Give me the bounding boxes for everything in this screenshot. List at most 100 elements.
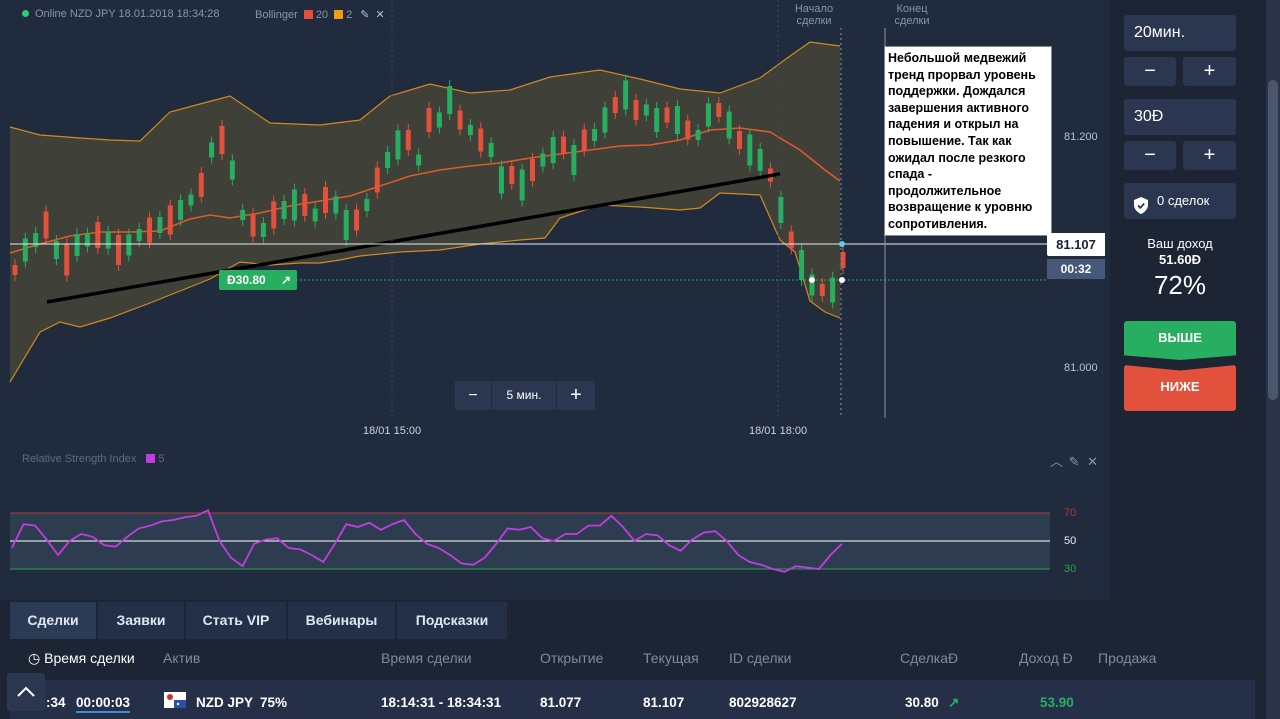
- candle-body: [778, 197, 784, 223]
- candle-body: [488, 143, 494, 157]
- candle-body: [53, 241, 59, 259]
- candle-body: [12, 265, 18, 275]
- time-plus-button[interactable]: +: [1183, 57, 1236, 86]
- trend-line: [46, 172, 781, 304]
- current-point: [839, 241, 845, 247]
- deal-point: [809, 277, 815, 283]
- close-icon[interactable]: ✕: [1087, 454, 1099, 469]
- scrollbar[interactable]: [1266, 0, 1280, 719]
- row-asset-percent: 75%: [260, 695, 288, 710]
- income-value: 51.60Ɖ: [1159, 252, 1201, 267]
- candle-body: [623, 80, 629, 110]
- candle-body: [364, 199, 370, 211]
- candle-body: [530, 159, 535, 181]
- candle-body: [467, 125, 473, 135]
- chevron-up-icon: [17, 685, 35, 703]
- candle-body: [674, 106, 680, 134]
- row-timer: 00:00:03: [76, 695, 131, 713]
- chart-header: Online NZD JPY 18.01.2018 18:34:28: [22, 8, 219, 20]
- candle-body: [726, 111, 732, 139]
- edit-icon[interactable]: ✎: [360, 9, 370, 21]
- zoom-in-button[interactable]: +: [557, 381, 595, 410]
- amount-input[interactable]: 30Ɖ: [1124, 99, 1236, 135]
- tab-deals[interactable]: Сделки: [10, 602, 96, 639]
- candle-body: [561, 136, 567, 154]
- candle-body: [830, 277, 836, 303]
- time-minus-button[interactable]: −: [1124, 57, 1176, 86]
- indicator-header[interactable]: Bollinger 20 2 ✎ ✕: [255, 8, 385, 21]
- tab-orders[interactable]: Заявки: [98, 602, 184, 639]
- timer-tag: 00:32: [1047, 259, 1105, 279]
- bollinger-upper: [9, 41, 841, 142]
- deals-count-button[interactable]: 0 сделок: [1124, 183, 1236, 219]
- col-current[interactable]: Текущая: [643, 650, 699, 666]
- candle-body: [654, 108, 660, 132]
- shield-icon: [1134, 192, 1148, 228]
- tab-hints[interactable]: Подсказки: [397, 602, 507, 639]
- rsi-panel[interactable]: Relative Strength Index 5 ︿ ✎ ✕ 70 50 30: [0, 447, 1110, 597]
- candle-body: [260, 223, 266, 237]
- live-dot: [22, 10, 29, 17]
- col-period[interactable]: Время сделки: [381, 650, 472, 666]
- chart-canvas[interactable]: [0, 0, 1110, 445]
- zoom-out-button[interactable]: −: [455, 381, 491, 410]
- col-income[interactable]: Доход Ɖ: [1019, 650, 1073, 666]
- time-input[interactable]: 20мин.: [1124, 15, 1236, 51]
- candle-body: [416, 154, 422, 166]
- row-open: 81.077: [540, 695, 582, 710]
- tab-webinars[interactable]: Вебинары: [288, 602, 395, 639]
- col-asset[interactable]: Актив: [163, 650, 201, 666]
- scrollbar-thumb[interactable]: [1268, 80, 1278, 400]
- candle-body: [209, 142, 215, 158]
- bollinger-band: [10, 42, 840, 382]
- rsi-controls[interactable]: ︿ ✎ ✕: [1050, 451, 1098, 470]
- zoom-level: 5 мин.: [492, 381, 556, 410]
- candle-body: [323, 187, 328, 213]
- col-time-left[interactable]: ◷ Время сделки: [28, 650, 135, 667]
- payout-percent: 72%: [1153, 270, 1207, 300]
- col-open[interactable]: Открытие: [540, 650, 604, 666]
- start-deal-label: Начало сделки: [794, 3, 834, 27]
- col-id[interactable]: ID сделки: [729, 650, 792, 666]
- candle-body: [178, 200, 184, 220]
- candle-body: [509, 166, 515, 184]
- close-icon[interactable]: ✕: [375, 9, 385, 21]
- candle-body: [64, 244, 70, 276]
- row-current: 81.107: [643, 695, 685, 710]
- candle-body: [478, 128, 484, 152]
- edit-icon[interactable]: ✎: [1068, 454, 1080, 469]
- x-tick-1800: 18/01 18:00: [749, 425, 808, 437]
- col-sell[interactable]: Продажа: [1098, 650, 1157, 666]
- rsi-swatch: [146, 454, 156, 463]
- param1-swatch: [303, 10, 313, 19]
- y-tick-81000: 81.000: [1064, 362, 1098, 374]
- higher-button[interactable]: ВЫШЕ: [1124, 321, 1236, 360]
- candle-body: [457, 110, 463, 130]
- candle-body: [95, 222, 101, 248]
- amount-plus-button[interactable]: +: [1183, 141, 1236, 170]
- candle-body: [385, 152, 391, 168]
- amount-minus-button[interactable]: −: [1124, 141, 1176, 170]
- candle-body: [788, 231, 794, 249]
- candle-body: [799, 250, 805, 280]
- candle-body: [602, 107, 608, 133]
- candle-body: [436, 112, 442, 128]
- rsi-title: Relative Strength Index: [22, 453, 137, 465]
- col-amount[interactable]: СделкаƉ: [900, 650, 959, 666]
- scroll-up-button[interactable]: [7, 673, 45, 711]
- candle-body: [302, 194, 308, 216]
- table-row[interactable]: [10, 680, 1255, 719]
- collapse-icon[interactable]: ︿: [1050, 454, 1064, 469]
- deals-count-label: 0 сделок: [1157, 193, 1210, 208]
- candle-body: [33, 233, 39, 247]
- row-asset: NZD JPY: [196, 695, 254, 710]
- tab-vip[interactable]: Стать VIP: [186, 602, 286, 639]
- clock-icon: ◷: [28, 650, 41, 666]
- end-deal-label: Конец сделки: [894, 3, 930, 27]
- candles-group: [12, 74, 846, 309]
- lower-button[interactable]: НИЖЕ: [1124, 365, 1236, 411]
- candle-body: [612, 97, 618, 113]
- candle-body: [281, 201, 287, 219]
- candle-body: [333, 196, 339, 214]
- candle-body: [633, 100, 639, 120]
